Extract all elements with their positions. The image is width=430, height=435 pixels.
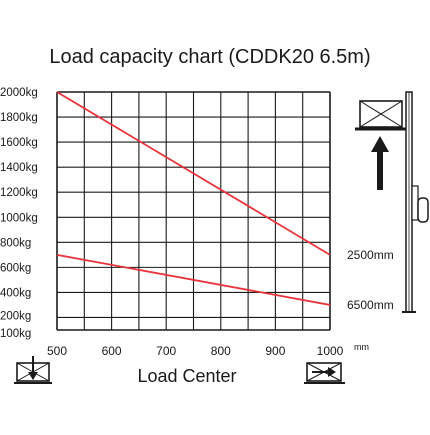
y-tick-label: 100kg bbox=[0, 328, 31, 340]
series-line bbox=[56, 253, 331, 306]
y-tick-label: 1200kg bbox=[0, 187, 38, 199]
y-tick-labels: 100kg 200kg 400kg 600kg 800kg 1000kg 1200kg 140… bbox=[0, 87, 38, 340]
y-tick-label: 800kg bbox=[0, 237, 31, 249]
y-tick-label: 2000kg bbox=[0, 87, 38, 99]
series-labels: 2500mm 6500mm bbox=[347, 248, 394, 312]
y-tick-label: 400kg bbox=[0, 287, 31, 299]
x-axis-label: Load Center bbox=[137, 366, 236, 386]
y-tick-label: 200kg bbox=[0, 310, 31, 322]
chart-title: Load capacity chart (CDDK20 6.5m) bbox=[49, 46, 370, 68]
series-label: 2500mm bbox=[347, 248, 394, 262]
y-tick-label: 1600kg bbox=[0, 137, 38, 149]
y-tick-label: 1400kg bbox=[0, 162, 38, 174]
y-tick-label: 1000kg bbox=[0, 212, 38, 224]
x-tick-label: 1000 bbox=[317, 344, 344, 358]
pallet-load-center-down-icon bbox=[14, 356, 52, 384]
x-tick-label: 900 bbox=[265, 344, 285, 358]
series-label: 6500mm bbox=[347, 298, 394, 312]
x-tick-labels: 500 600 700 800 900 1000 bbox=[47, 344, 344, 358]
pallet-load-center-right-icon bbox=[304, 362, 345, 384]
grid bbox=[56, 91, 331, 331]
series-layer bbox=[56, 91, 331, 306]
x-tick-label: 500 bbox=[47, 344, 67, 358]
series-line bbox=[56, 91, 331, 256]
y-tick-label: 1800kg bbox=[0, 112, 38, 124]
up-arrow-icon bbox=[371, 136, 389, 190]
x-tick-label: 800 bbox=[211, 344, 231, 358]
y-tick-label: 600kg bbox=[0, 262, 31, 274]
x-tick-label: 700 bbox=[156, 344, 176, 358]
x-tick-label: 600 bbox=[102, 344, 122, 358]
x-unit-label: mm bbox=[354, 342, 369, 352]
forklift-mast-icon bbox=[355, 91, 429, 313]
